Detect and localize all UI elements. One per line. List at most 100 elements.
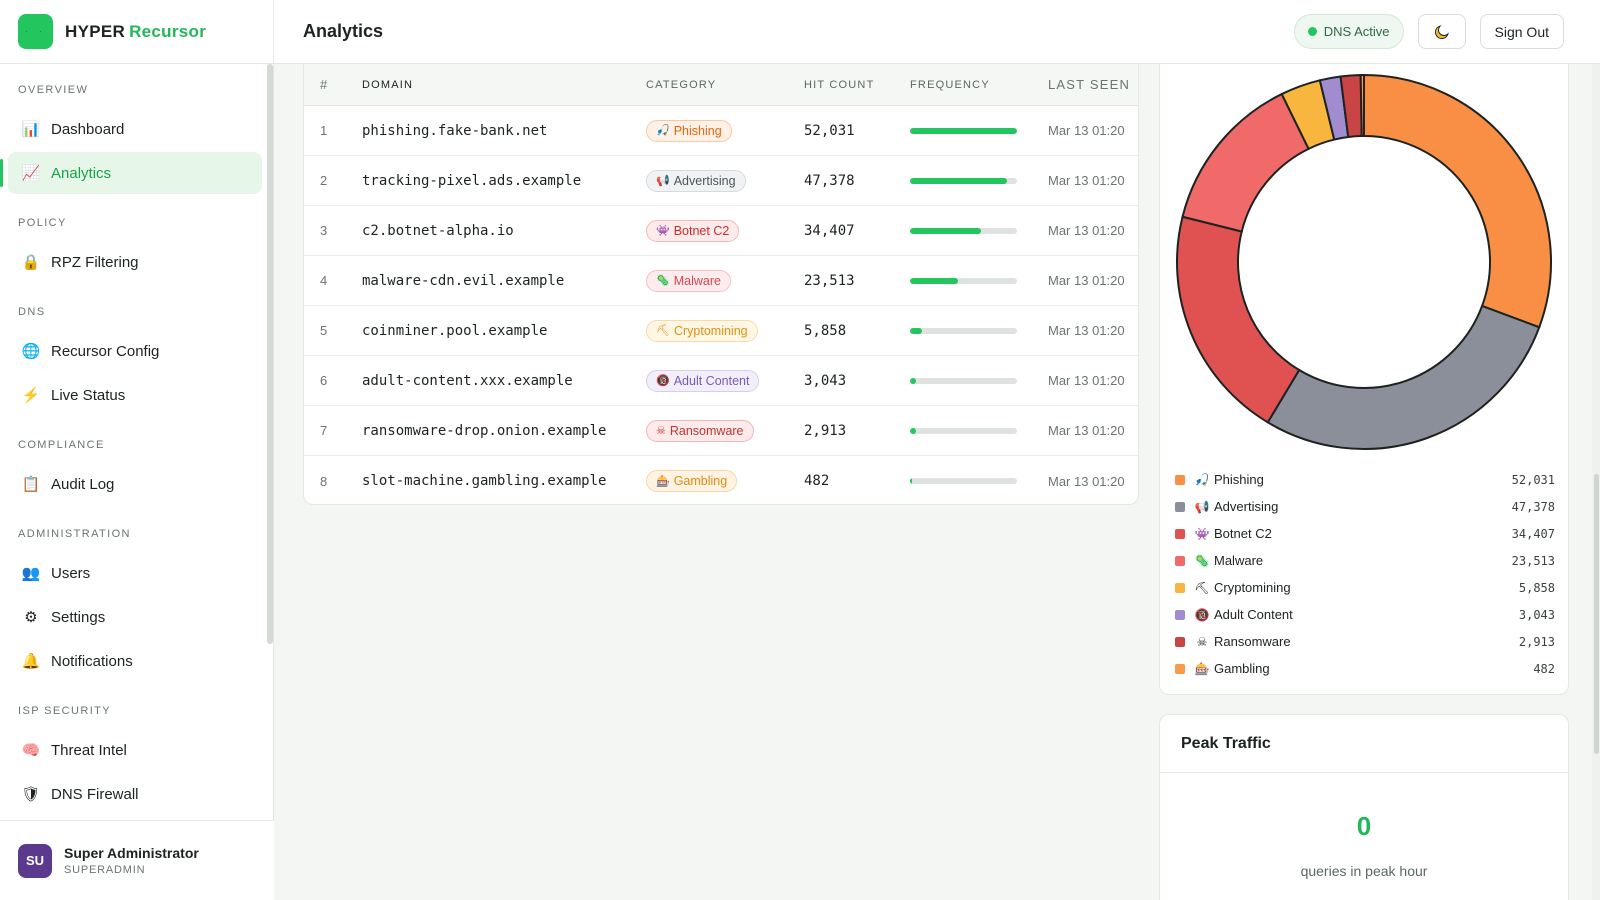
sidebar-item-recursor-config[interactable]: 🌐 Recursor Config (8, 330, 262, 372)
col-hit-count[interactable]: Hit Count (804, 78, 875, 91)
status-dot-icon (1307, 27, 1317, 36)
dns-status-badge: DNS Active (1293, 14, 1404, 49)
category-donut-chart (1176, 73, 1552, 450)
table-row[interactable]: 7 ransomware-drop.onion.example ☠ Ransomw… (304, 406, 1138, 456)
last-seen-cell: Mar 13 01:20 (1048, 173, 1125, 188)
legend-label: Phishing (1214, 472, 1264, 487)
legend-item[interactable]: ⛏ Cryptomining 5,858 (1175, 574, 1555, 601)
last-seen-cell: Mar 13 01:20 (1048, 123, 1125, 138)
col-num[interactable]: # (320, 77, 329, 92)
sidebar-item-label: Notifications (51, 652, 133, 670)
frequency-bar (910, 327, 1017, 334)
col-domain[interactable]: Domain (362, 78, 414, 91)
user-role: SUPERADMIN (64, 864, 146, 876)
legend-label: Malware (1214, 553, 1264, 568)
domain-cell: coinminer.pool.example (362, 322, 548, 339)
sidebar-scrollbar[interactable] (267, 64, 273, 644)
donut-slice-malware[interactable] (1181, 92, 1310, 233)
legend-item[interactable]: 👾 Botnet C2 34,407 (1175, 520, 1555, 547)
legend-value: 2,913 (1518, 634, 1555, 649)
hit-count-cell: 23,513 (804, 272, 855, 289)
domain-cell: phishing.fake-bank.net (362, 122, 548, 139)
legend-item[interactable]: 🎣 Phishing 52,031 (1175, 466, 1555, 493)
category-label: Ransomware (669, 423, 744, 438)
category-label: Phishing (673, 123, 722, 138)
legend-swatch (1175, 609, 1185, 620)
sidebar-item-dns-firewall[interactable]: 🛡 DNS Firewall (8, 773, 262, 815)
table-row[interactable]: 8 slot-machine.gambling.example 🎰 Gamblin… (304, 456, 1138, 504)
section-title-policy: Policy (18, 217, 67, 229)
table-row[interactable]: 4 malware-cdn.evil.example 🦠 Malware 23,5… (304, 256, 1138, 306)
row-number: 7 (320, 423, 328, 438)
domain-cell: c2.botnet-alpha.io (362, 222, 514, 239)
sign-out-button[interactable]: Sign Out (1479, 14, 1564, 49)
legend-value: 47,378 (1511, 499, 1555, 514)
donut-slice-phishing[interactable] (1363, 73, 1552, 329)
row-number: 4 (320, 273, 328, 288)
sidebar-item-settings[interactable]: ⚙ Settings (8, 596, 262, 638)
legend-item[interactable]: 🦠 Malware 23,513 (1175, 547, 1555, 574)
category-icon: 🎣 (656, 125, 670, 137)
col-frequency[interactable]: Frequency (910, 78, 990, 91)
sidebar-item-users[interactable]: 👥 Users (8, 552, 262, 594)
sidebar-item-rpz-filtering[interactable]: 🔒 RPZ Filtering (8, 241, 262, 283)
sidebar-item-notifications[interactable]: 🔔 Notifications (8, 640, 262, 682)
theme-toggle-button[interactable] (1417, 14, 1466, 49)
brain-icon: 🧠 (21, 742, 41, 759)
category-icon: 📢 (1194, 499, 1210, 514)
sidebar: · · HYPER Recursor Overview 📊 Dashboard 📈 Ana… (0, 0, 274, 900)
sidebar-item-threat-intel[interactable]: 🧠 Threat Intel (8, 729, 262, 771)
section-title-compliance: Compliance (18, 439, 105, 451)
table-row[interactable]: 2 tracking-pixel.ads.example 📢 Advertisin… (304, 156, 1138, 206)
sidebar-item-audit-log[interactable]: 📋 Audit Log (8, 463, 262, 505)
table-row[interactable]: 5 coinminer.pool.example ⛏ Cryptomining 5… (304, 306, 1138, 356)
legend-item[interactable]: ☠ Ransomware 2,913 (1175, 628, 1555, 655)
col-category[interactable]: Category (646, 78, 717, 91)
main-scrollbar-track[interactable] (1592, 64, 1600, 900)
table-row[interactable]: 3 c2.botnet-alpha.io 👾 Botnet C2 34,407 M… (304, 206, 1138, 256)
table-row[interactable]: 1 phishing.fake-bank.net 🎣 Phishing 52,03… (304, 106, 1138, 156)
donut-slice-botnet-c2[interactable] (1176, 215, 1301, 424)
category-icon: 🔞 (1194, 607, 1210, 622)
legend-item[interactable]: 🔞 Adult Content 3,043 (1175, 601, 1555, 628)
legend-value: 3,043 (1518, 607, 1555, 622)
category-icon: 🔞 (656, 375, 670, 387)
legend-item[interactable]: 🎰 Gambling 482 (1175, 655, 1555, 682)
category-icon: 📢 (656, 175, 670, 187)
sidebar-item-live-status[interactable]: ⚡ Live Status (8, 374, 262, 416)
section-title-administration: Administration (18, 528, 131, 540)
peak-traffic-value: 0 (1356, 811, 1372, 841)
domain-cell: adult-content.xxx.example (362, 372, 573, 389)
section-title-isp-security: ISP Security (18, 705, 112, 717)
section-title-overview: Overview (18, 84, 89, 96)
frequency-bar (910, 377, 1017, 384)
category-badge: 🎰 Gambling (646, 470, 738, 492)
user-name: Super Administrator (64, 845, 199, 861)
brand[interactable]: · · HYPER Recursor (0, 0, 273, 64)
top-header: Analytics DNS Active Sign Out (274, 0, 1600, 64)
category-label: Gambling (673, 474, 728, 488)
legend-item[interactable]: 📢 Advertising 47,378 (1175, 493, 1555, 520)
legend-swatch (1175, 663, 1185, 674)
sidebar-item-analytics[interactable]: 📈 Analytics (0, 152, 262, 194)
col-last-seen[interactable]: Last Seen (1048, 77, 1131, 92)
row-number: 6 (320, 373, 328, 388)
category-icon: 🦠 (1194, 553, 1210, 568)
sidebar-item-label: Analytics (51, 164, 112, 182)
user-profile[interactable]: SU Super Administrator SUPERADMIN (0, 820, 274, 900)
sidebar-item-label: RPZ Filtering (51, 253, 139, 271)
table-row[interactable]: 6 adult-content.xxx.example 🔞 Adult Conte… (304, 356, 1138, 406)
table-body: 1 phishing.fake-bank.net 🎣 Phishing 52,03… (304, 106, 1138, 504)
category-icon: 👾 (1194, 526, 1210, 541)
domain-cell: slot-machine.gambling.example (362, 473, 607, 489)
sidebar-item-dashboard[interactable]: 📊 Dashboard (8, 108, 262, 150)
legend-swatch (1175, 474, 1185, 485)
main-scrollbar-thumb[interactable] (1594, 474, 1599, 754)
row-number: 5 (320, 323, 328, 338)
donut-slice-gambling[interactable] (1359, 73, 1365, 138)
row-number: 2 (320, 173, 328, 188)
users-icon: 👥 (21, 565, 41, 582)
donut-slice-advertising[interactable] (1266, 304, 1541, 450)
category-icon: ☠ (656, 425, 666, 437)
category-icon: ☠ (1196, 634, 1208, 649)
